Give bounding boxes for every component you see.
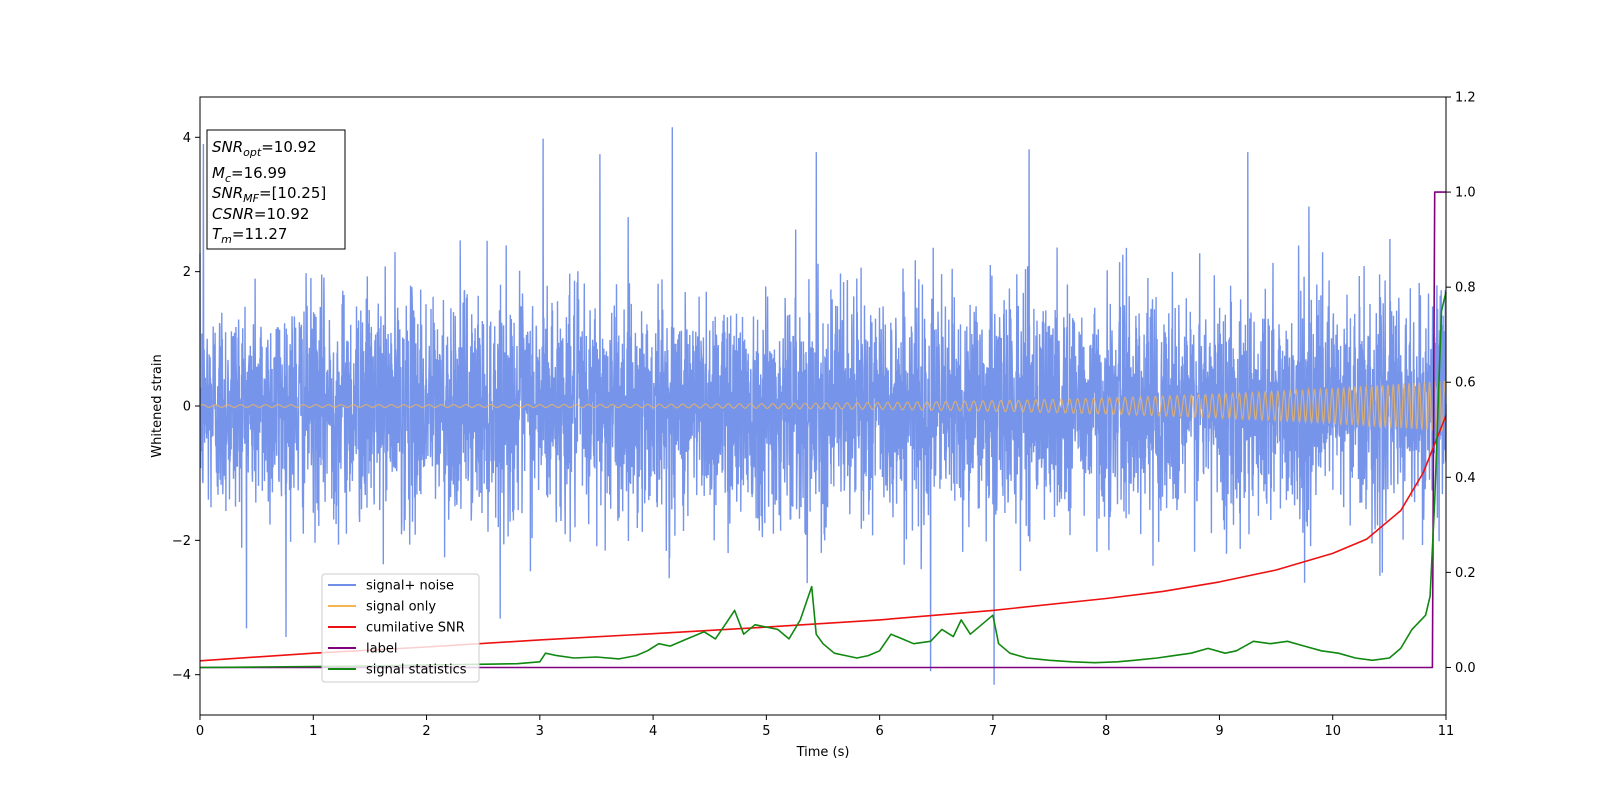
y-tick-label: 2 (183, 265, 191, 280)
x-tick-label: 2 (422, 724, 430, 739)
y2-tick-label: 1.2 (1455, 91, 1476, 106)
x-tick-label: 11 (1438, 724, 1455, 739)
x-tick-label: 4 (649, 724, 657, 739)
legend-label: label (366, 642, 397, 657)
legend: signal+ noise signal only cumilative SNR la… (321, 573, 480, 683)
y-axis-left: −4 −2 0 2 4 (172, 131, 200, 683)
info-box: SNRopt=10.92 Mc=16.99SNRMF=[10.25]CSNR=10… (206, 129, 346, 250)
series-signal-statistics (199, 291, 1447, 669)
y2-tick-label: 0.6 (1455, 376, 1476, 391)
x-tick-label: 9 (1215, 724, 1223, 739)
x-tick-label: 10 (1324, 724, 1341, 739)
x-tick-label: 0 (196, 724, 204, 739)
series-label (200, 191, 1446, 669)
info-box-frame (206, 129, 346, 250)
legend-label: signal statistics (366, 663, 467, 678)
y-tick-label: −2 (172, 534, 191, 549)
info-box-line: SNRMF=[10.25] (212, 184, 326, 205)
y2-tick-label: 1.0 (1455, 186, 1476, 201)
info-box-line: Mc=16.99 (212, 164, 287, 185)
legend-label: signal+ noise (366, 579, 454, 594)
y2-tick-label: 0.2 (1455, 566, 1476, 581)
series-layer (199, 127, 1447, 685)
x-tick-label: 7 (989, 724, 997, 739)
x-axis-label: Time (s) (796, 745, 850, 760)
info-box-line: SNRopt=10.92 (212, 138, 317, 159)
legend-label: cumilative SNR (366, 621, 465, 636)
x-tick-label: 1 (309, 724, 317, 739)
y2-tick-label: 0.8 (1455, 281, 1476, 296)
y-tick-label: −4 (172, 668, 191, 683)
legend-frame (321, 573, 480, 683)
legend-label: signal only (366, 600, 436, 615)
y-tick-label: 4 (183, 131, 191, 146)
y-axis-label: Whitened strain (150, 354, 165, 457)
x-tick-label: 8 (1102, 724, 1110, 739)
x-axis: 0 1 2 3 4 5 6 7 8 9 10 11 (196, 715, 1454, 739)
y2-tick-label: 0.4 (1455, 471, 1476, 486)
y2-tick-label: 0.0 (1455, 661, 1476, 676)
series-cumulative-snr (199, 415, 1447, 662)
y-axis-right: 0.0 0.2 0.4 0.6 0.8 1.0 1.2 (1446, 91, 1476, 676)
info-box-line: CSNR=10.92 (212, 205, 309, 223)
x-tick-label: 6 (875, 724, 883, 739)
info-box-line: Tm=11.27 (212, 225, 287, 246)
y-tick-label: 0 (183, 400, 191, 415)
series-signal-only (199, 380, 1447, 433)
x-tick-label: 3 (536, 724, 544, 739)
series-signal-noise (199, 127, 1447, 685)
x-tick-label: 5 (762, 724, 770, 739)
